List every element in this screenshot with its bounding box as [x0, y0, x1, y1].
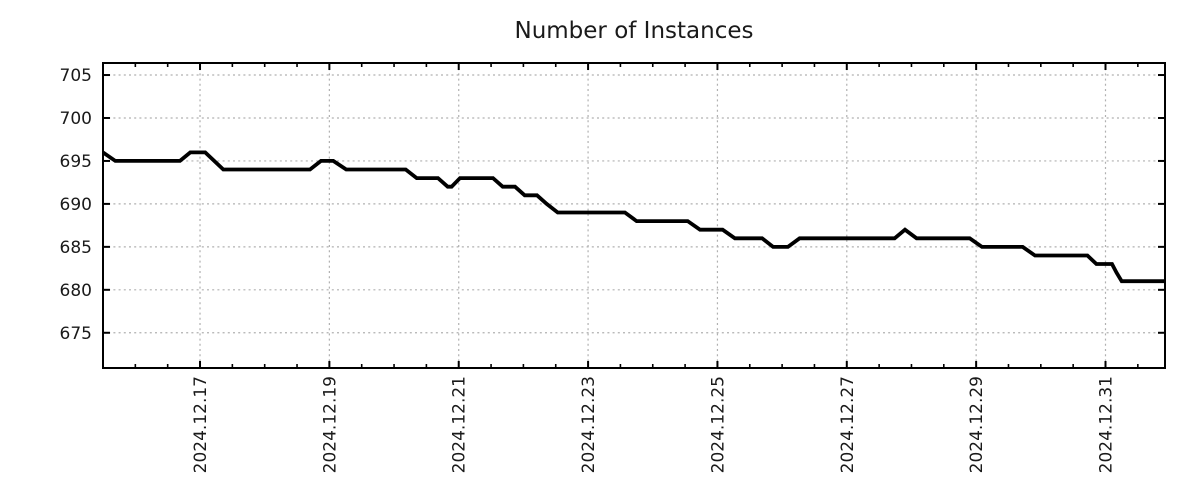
x-tick-label: 2024.12.21 — [450, 376, 470, 473]
x-tick-label: 2024.12.31 — [1096, 376, 1116, 473]
x-tick-label: 2024.12.29 — [967, 376, 987, 473]
x-tick-label: 2024.12.23 — [579, 376, 599, 473]
y-tick-label: 695 — [60, 152, 92, 172]
tick-layer — [103, 63, 1165, 368]
x-tick-label: 2024.12.27 — [838, 376, 858, 473]
x-tick-label: 2024.12.19 — [320, 376, 340, 473]
y-tick-label: 685 — [60, 238, 92, 258]
y-tick-label: 700 — [60, 109, 92, 129]
y-tick-label: 675 — [60, 324, 92, 344]
y-tick-label: 705 — [60, 66, 92, 86]
data-line-instances — [101, 150, 1165, 284]
x-tick-label: 2024.12.17 — [191, 376, 211, 473]
label-layer: 675 680 685 690 695 700 705 2024.12.17 2024.12.1… — [60, 66, 1117, 473]
chart-title: Number of Instances — [515, 18, 754, 44]
y-tick-label: 690 — [60, 195, 92, 215]
y-tick-label: 680 — [60, 281, 92, 301]
plot-border — [102, 62, 1166, 369]
grid-layer — [103, 63, 1165, 368]
series-layer — [101, 150, 1165, 284]
x-tick-label: 2024.12.25 — [708, 376, 728, 473]
